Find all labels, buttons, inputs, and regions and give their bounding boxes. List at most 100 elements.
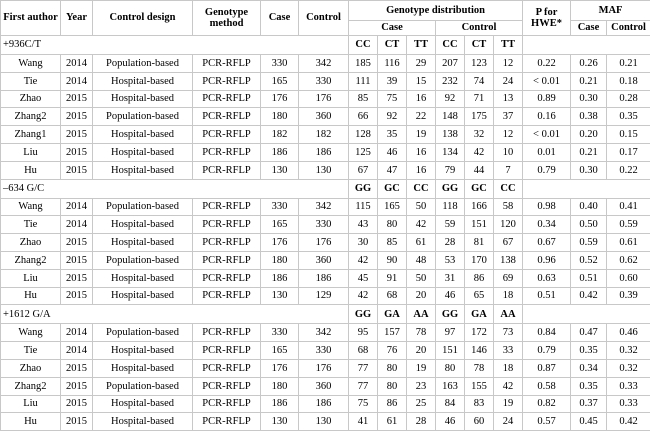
data-cell: 182 [260,125,299,144]
data-cell: 53 [435,250,465,270]
data-cell: 58 [492,197,524,217]
data-cell: Hospital-based [92,160,193,180]
data-cell: 80 [377,215,407,235]
genotype-label: CC [435,35,465,55]
data-row: Liu 2015 Hospital-based PCR-RFLP 186 186 125 46… [0,142,650,162]
data-cell: 0.39 [606,286,650,306]
data-row: Liu 2015 Hospital-based PCR-RFLP 186 186 75 86 2… [0,394,650,414]
genotype-label: CC [492,178,524,199]
data-cell: Zhao [0,89,61,109]
empty-cell [522,178,650,199]
data-cell: 75 [377,89,407,109]
data-cell: 92 [435,89,465,109]
data-cell: 91 [377,268,407,288]
data-cell: 2015 [60,412,93,431]
data-cell: 165 [260,71,299,91]
data-cell: 85 [377,233,407,252]
data-cell: 45 [348,268,378,288]
data-cell: 2014 [60,197,93,217]
data-row: Tie 2014 Hospital-based PCR-RFLP 165 330 68 76 2… [0,341,650,360]
data-cell: 22 [406,107,436,127]
data-cell: 0.42 [606,412,650,431]
data-cell: 0.84 [522,323,572,343]
section-label: +936C/T [0,35,349,55]
data-cell: 0.18 [606,71,650,91]
data-cell: PCR-RFLP [192,250,261,270]
data-row: Zhao 2015 Hospital-based PCR-RFLP 176 176 77 80… [0,358,650,378]
data-cell: 0.63 [522,268,572,288]
data-cell: 186 [298,394,349,414]
data-cell: 15 [406,71,436,91]
data-cell: 48 [406,250,436,270]
data-cell: 0.40 [570,197,608,217]
data-cell: 186 [298,142,349,162]
data-cell: Hospital-based [92,142,193,162]
data-cell: 50 [406,268,436,288]
data-cell: 186 [260,394,299,414]
data-cell: 0.62 [606,250,650,270]
data-cell: Hospital-based [92,268,193,288]
data-cell: 330 [260,54,299,73]
data-cell: 2015 [60,268,93,288]
data-cell: 19 [406,125,436,144]
data-cell: 342 [298,54,349,73]
data-cell: Liu [0,394,61,414]
data-cell: 0.61 [606,233,650,252]
data-cell: 92 [377,107,407,127]
data-cell: 0.42 [570,286,608,306]
data-cell: 71 [464,89,494,109]
data-cell: 20 [406,341,436,360]
data-cell: 60 [464,412,494,431]
data-cell: 2014 [60,323,93,343]
data-cell: 0.89 [522,89,572,109]
data-cell: 30 [348,233,378,252]
section-row: +1612 G/A GG GA AA GG GA AA [0,304,650,325]
data-cell: 80 [377,358,407,378]
data-cell: Population-based [92,54,193,73]
data-cell: 2015 [60,160,93,180]
header-row: Case Control Case Control [1,20,650,36]
genotype-label: AA [406,304,436,325]
data-cell: 130 [260,412,299,431]
data-cell: 42 [348,286,378,306]
table-header: First author Year Control design Genotyp… [0,0,650,36]
data-cell: 2015 [60,233,93,252]
genotype-label: TT [406,35,436,55]
data-cell: 0.22 [606,160,650,180]
data-cell: 232 [435,71,465,91]
data-cell: 129 [298,286,349,306]
genotype-label: AA [492,304,524,325]
data-cell: 0.37 [570,394,608,414]
data-cell: 2014 [60,54,93,73]
data-cell: 330 [260,197,299,217]
data-cell: 0.57 [522,412,572,431]
data-cell: 61 [377,412,407,431]
data-cell: 77 [348,376,378,396]
data-cell: 0.41 [606,197,650,217]
data-row: Hu 2015 Hospital-based PCR-RFLP 130 130 41 61 28… [0,412,650,431]
data-cell: 16 [406,142,436,162]
data-cell: 59 [435,215,465,235]
data-cell: 0.35 [606,107,650,127]
table-body: +936C/T CC CT TT CC CT TT Wang 2014 Population-ba… [0,35,650,431]
data-row: Tie 2014 Hospital-based PCR-RFLP 165 330 43 80 4… [0,215,650,235]
data-cell: PCR-RFLP [192,197,261,217]
data-cell: 163 [435,376,465,396]
genotype-label: GG [435,304,465,325]
data-row: Zhao 2015 Hospital-based PCR-RFLP 176 176 30 85… [0,233,650,252]
data-cell: 180 [260,250,299,270]
section-row: –634 G/C GG GC CC GG GC CC [0,178,650,199]
data-cell: 28 [435,233,465,252]
data-cell: 180 [260,376,299,396]
data-cell: 28 [406,412,436,431]
data-cell: 175 [464,107,494,127]
data-cell: 0.96 [522,250,572,270]
data-cell: 0.22 [522,54,572,73]
data-cell: 115 [348,197,378,217]
genotype-label: GC [377,178,407,199]
data-cell: Hu [0,160,61,180]
data-cell: Population-based [92,197,193,217]
data-cell: Hu [0,412,61,431]
data-cell: 39 [377,71,407,91]
header-cell: Control [298,0,349,36]
